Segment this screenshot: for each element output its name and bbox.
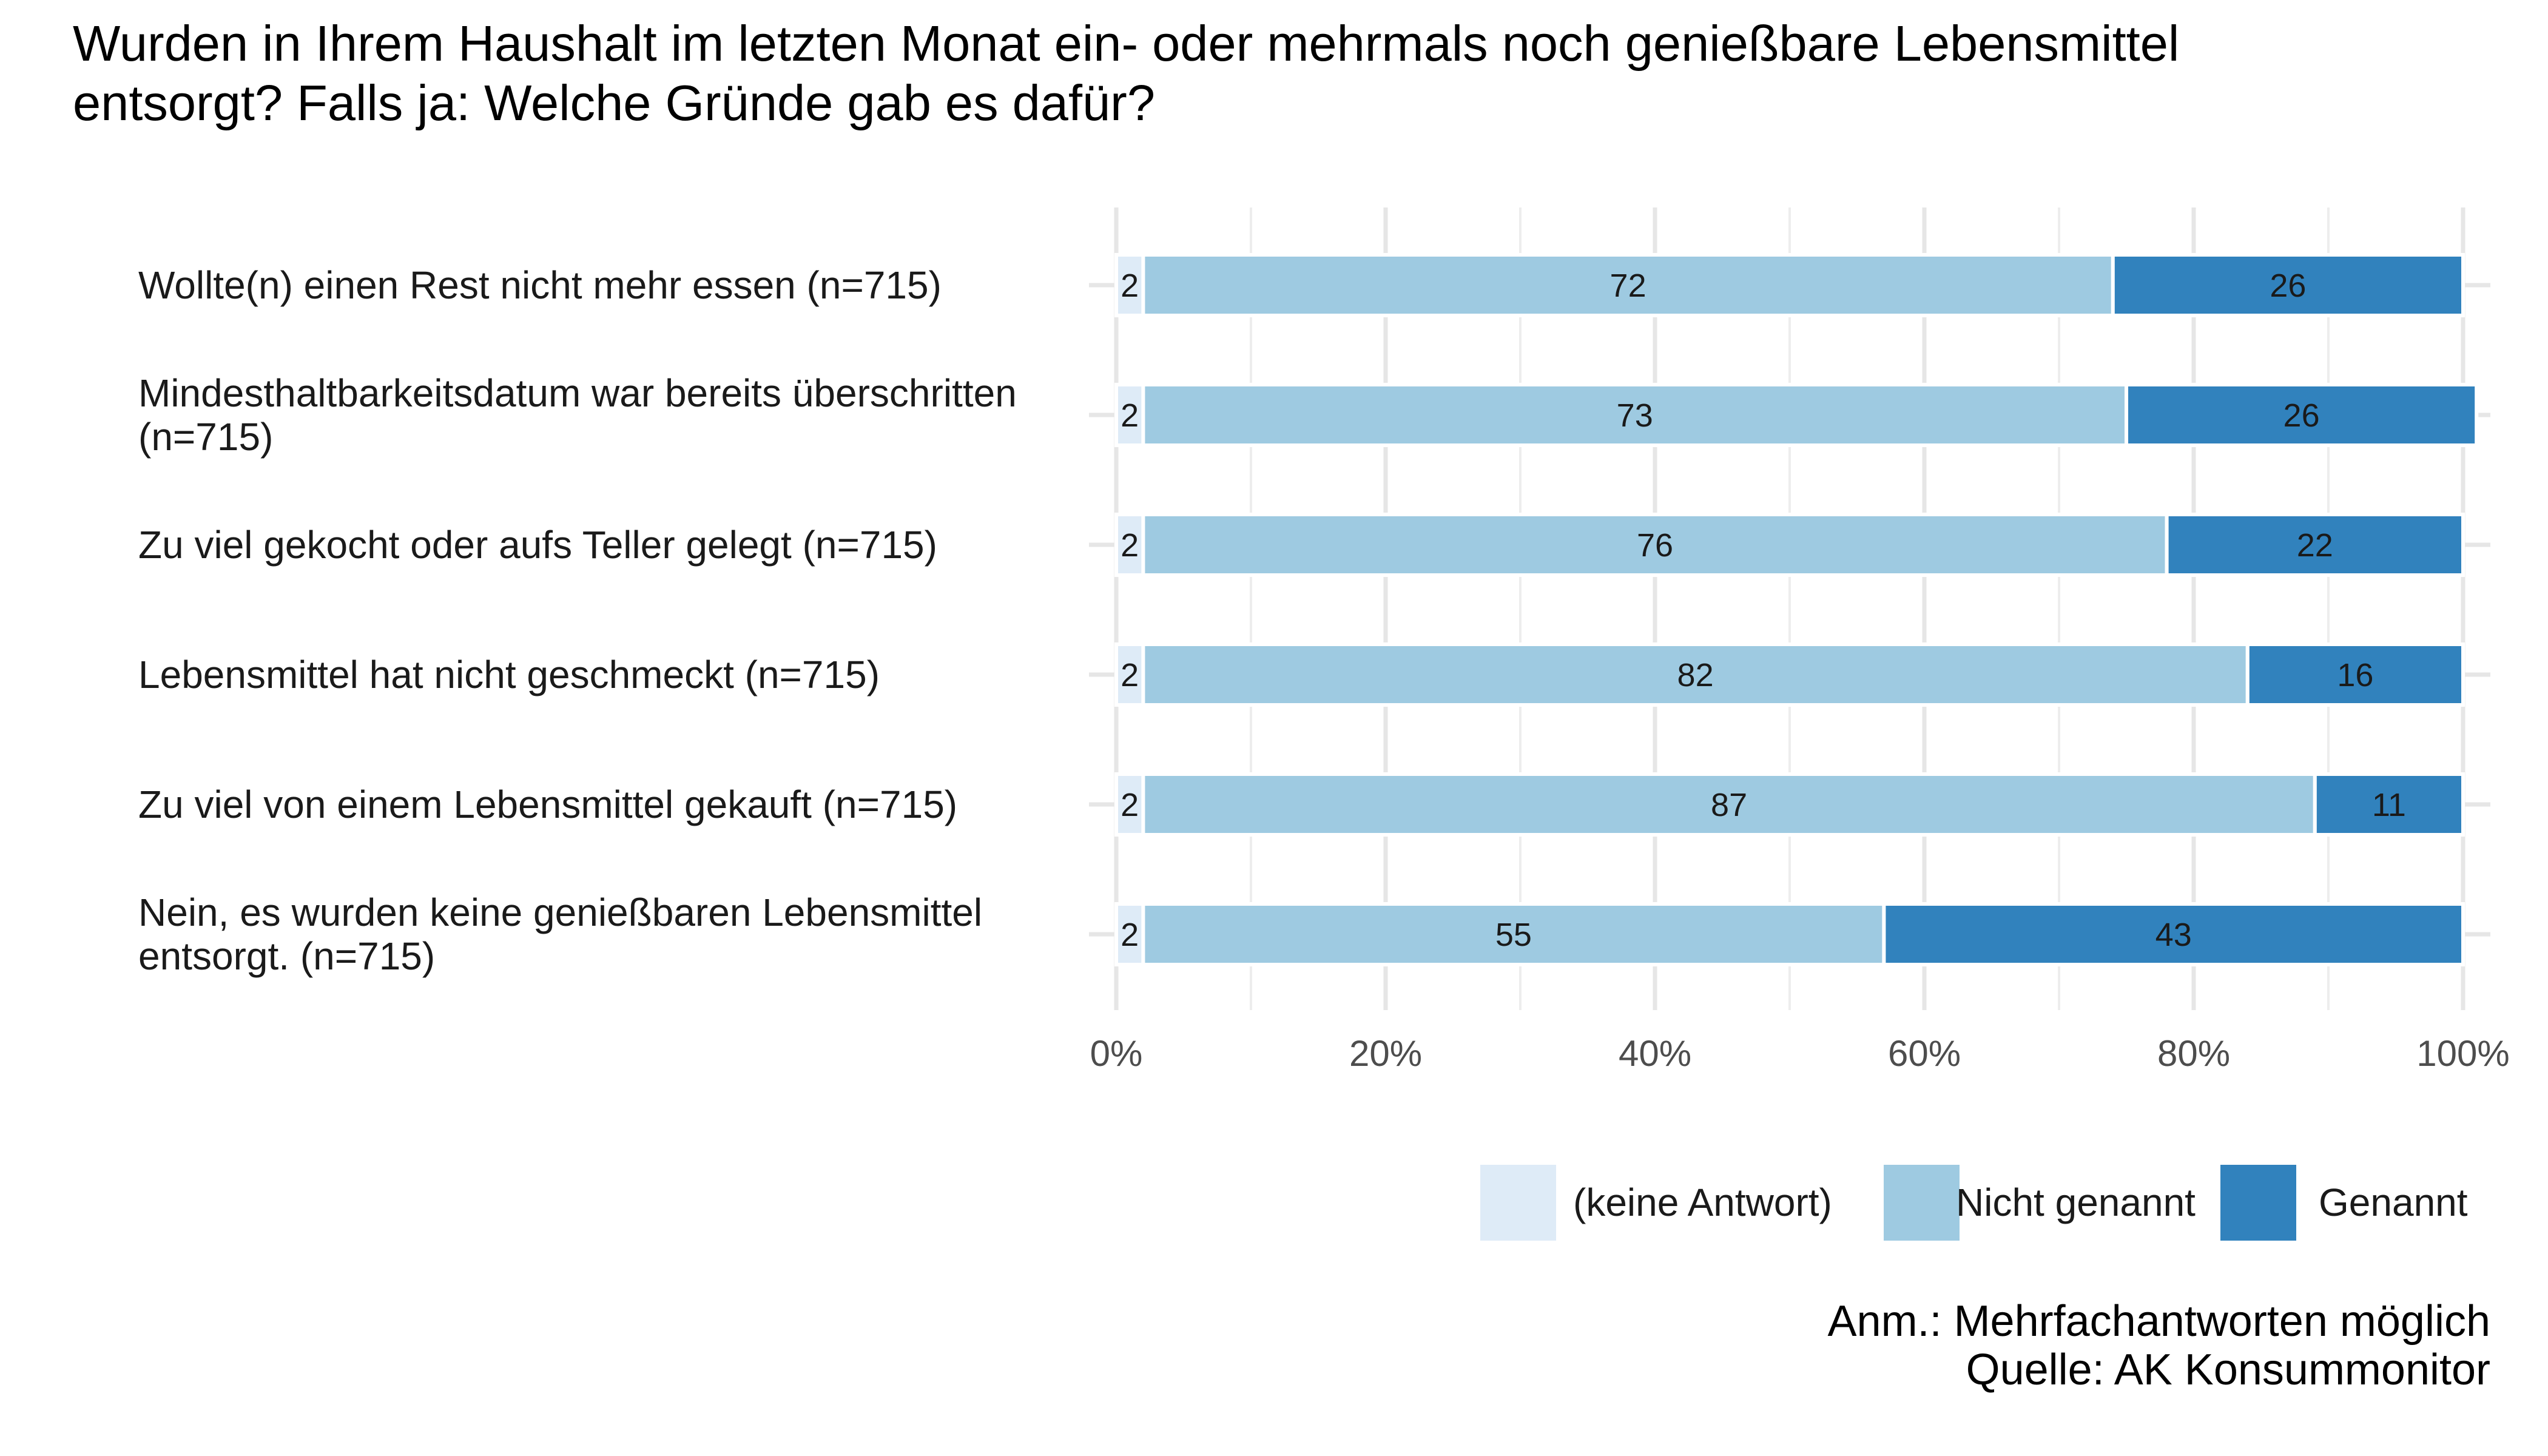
x-axis: 0% 20% 40% 60% 80% 100%	[1090, 1033, 2510, 1074]
category-label-line: Mindesthaltbarkeitsdatum war bereits übe…	[138, 371, 1017, 415]
category-label-line: Lebensmittel hat nicht geschmeckt (n=715…	[138, 653, 880, 696]
legend-key	[1884, 1165, 1960, 1241]
data-label: 16	[2337, 657, 2373, 693]
data-label: 2	[1121, 917, 1139, 953]
data-label: 73	[1617, 397, 1653, 434]
legend: (keine Antwort) Nicht genannt Genannt	[1480, 1165, 2468, 1241]
data-label: 82	[1677, 657, 1714, 693]
bar-segment-not-mentioned	[1141, 772, 2317, 837]
category-label-line: Wollte(n) einen Rest nicht mehr essen (n…	[138, 263, 942, 307]
category-labels: Wollte(n) einen Rest nicht mehr essen (n…	[138, 263, 1017, 978]
category-label-line: (n=715)	[138, 415, 273, 459]
category-label: Mindesthaltbarkeitsdatum war bereits übe…	[138, 371, 1017, 459]
data-label: 87	[1711, 787, 1747, 823]
legend-key	[1480, 1165, 1556, 1241]
category-label: Zu viel von einem Lebensmittel gekauft (…	[138, 783, 957, 826]
chart-note-line: Quelle: AK Konsummonitor	[1966, 1346, 2490, 1394]
legend-key	[2220, 1165, 2296, 1241]
category-label: Nein, es wurden keine genießbaren Lebens…	[138, 891, 982, 978]
x-tick-label: 40%	[1619, 1033, 1691, 1074]
category-label: Wollte(n) einen Rest nicht mehr essen (n…	[138, 263, 942, 307]
data-label: 2	[1121, 397, 1139, 434]
x-tick-label: 80%	[2157, 1033, 2230, 1074]
bar-segment-not-mentioned	[1141, 902, 1886, 966]
data-label: 55	[1495, 917, 1532, 953]
bar-segment-not-mentioned	[1141, 253, 2115, 317]
bars: 2 72 262 73 262 76 222 82 162 87 112 55 43	[1114, 253, 2479, 966]
bar-segment-not-mentioned	[1141, 642, 2250, 707]
data-label: 2	[1121, 787, 1139, 823]
data-label: 11	[2372, 787, 2406, 823]
data-label: 22	[2297, 527, 2333, 564]
bar-segment-mentioned	[2245, 642, 2465, 707]
legend-label: Genannt	[2319, 1181, 2468, 1224]
chart-title: Wurden in Ihrem Haushalt im letzten Mona…	[73, 15, 2179, 131]
data-label: 76	[1637, 527, 1673, 564]
category-label-line: entsorgt. (n=715)	[138, 934, 435, 978]
chart-title-line: entsorgt? Falls ja: Welche Gründe gab es…	[73, 75, 1155, 131]
bar-segment-no-answer	[1114, 642, 1145, 707]
bar-segment-no-answer	[1114, 383, 1145, 447]
x-tick-label: 0%	[1090, 1033, 1143, 1074]
bar-segment-mentioned	[2313, 772, 2465, 837]
data-label: 2	[1121, 657, 1139, 693]
category-label: Lebensmittel hat nicht geschmeckt (n=715…	[138, 653, 880, 696]
data-label: 2	[1121, 268, 1139, 304]
bar-segment-no-answer	[1114, 513, 1145, 577]
category-label-line: Zu viel gekocht oder aufs Teller gelegt …	[138, 523, 937, 567]
legend-label: Nicht genannt	[1956, 1181, 2196, 1224]
category-label-line: Nein, es wurden keine genießbaren Lebens…	[138, 891, 982, 934]
category-label-line: Zu viel von einem Lebensmittel gekauft (…	[138, 783, 957, 826]
legend-label: (keine Antwort)	[1573, 1181, 1832, 1224]
data-label: 2	[1121, 527, 1139, 564]
bar-segment-not-mentioned	[1141, 383, 2128, 447]
x-tick-label: 100%	[2416, 1033, 2509, 1074]
chart-title-line: Wurden in Ihrem Haushalt im letzten Mona…	[73, 15, 2179, 72]
bar-segment-mentioned	[2111, 253, 2465, 317]
chart-notes: Anm.: Mehrfachantworten möglich Quelle: A…	[1828, 1297, 2490, 1394]
bar-segment-mentioned	[2125, 383, 2479, 447]
data-label: 72	[1610, 268, 1646, 304]
data-label: 26	[2270, 268, 2306, 304]
data-label: 43	[2155, 917, 2192, 953]
bar-segment-mentioned	[1882, 902, 2465, 966]
x-tick-label: 60%	[1888, 1033, 1961, 1074]
chart-note-line: Anm.: Mehrfachantworten möglich	[1828, 1297, 2490, 1346]
category-label: Zu viel gekocht oder aufs Teller gelegt …	[138, 523, 937, 567]
bar-segment-mentioned	[2165, 513, 2465, 577]
x-tick-label: 20%	[1349, 1033, 1422, 1074]
data-label: 26	[2283, 397, 2320, 434]
